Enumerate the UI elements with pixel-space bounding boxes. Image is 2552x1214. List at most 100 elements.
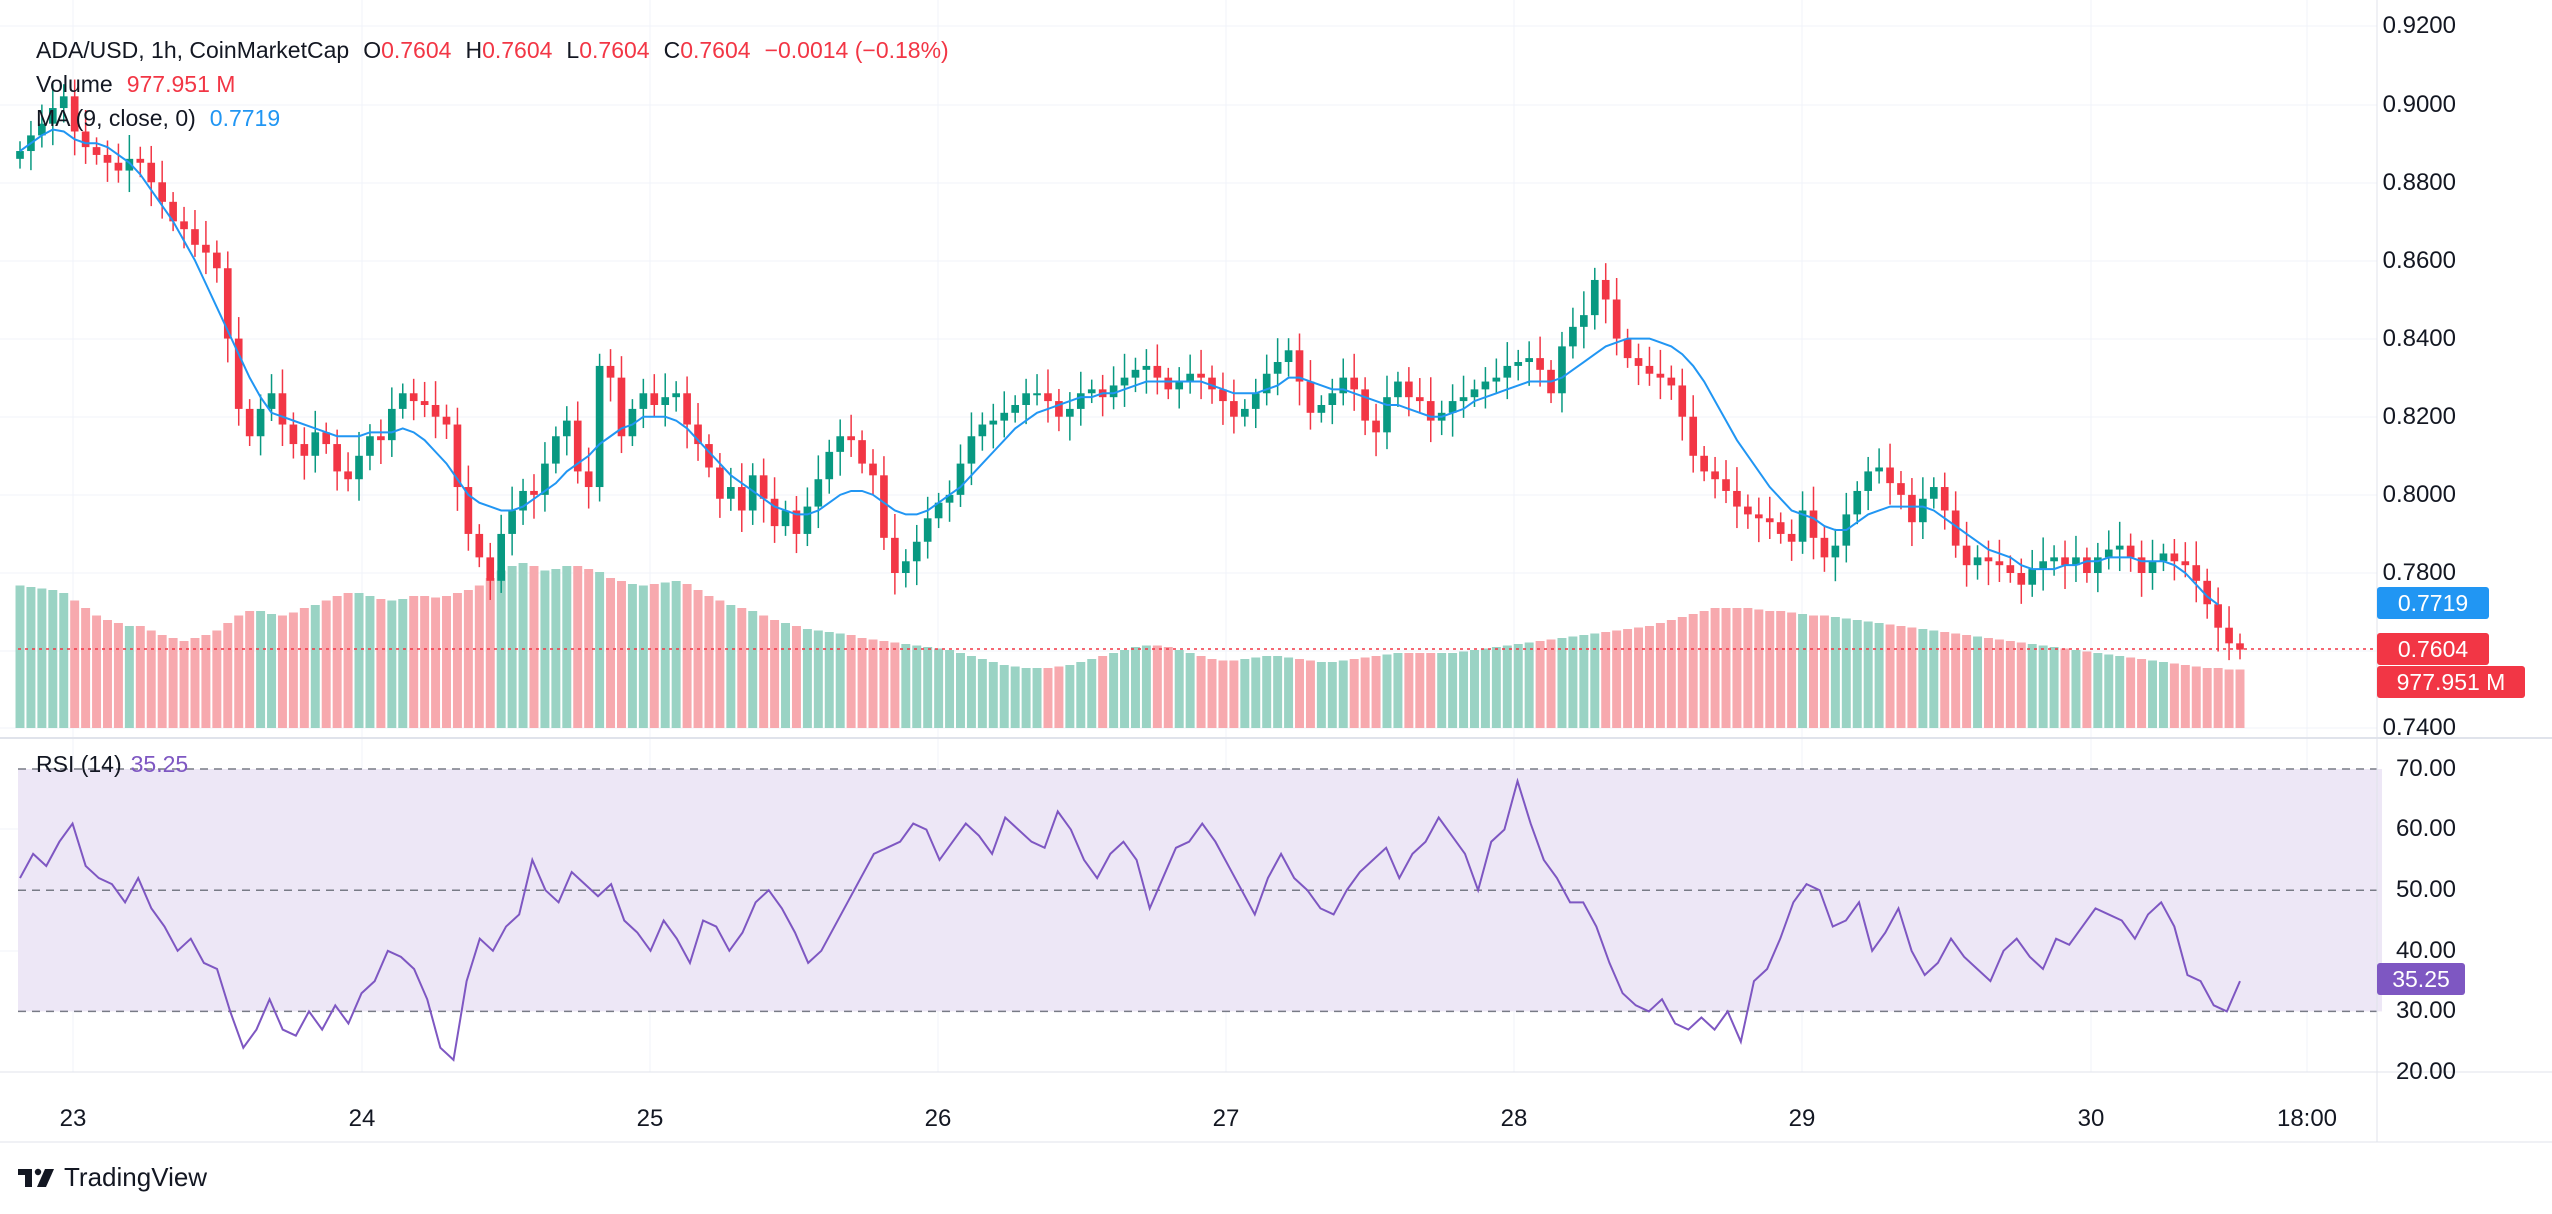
volume-bar [1262, 656, 1272, 728]
volume-bar [2060, 648, 2070, 728]
candle-body [737, 487, 746, 511]
tradingview-logo-text: TradingView [64, 1162, 208, 1192]
candle-body [748, 475, 757, 511]
volume-bar [562, 566, 572, 728]
candle-body [2236, 643, 2244, 650]
volume-bar [48, 590, 58, 728]
candle-body [1131, 369, 1140, 378]
volume-bar [1874, 623, 1884, 728]
candle-body [398, 393, 407, 409]
volume-bar [474, 585, 484, 728]
candle-body [180, 221, 188, 230]
volume-bar [1666, 620, 1676, 728]
volume-bar [606, 578, 616, 728]
volume-bar [791, 626, 801, 728]
candle-body [2115, 545, 2124, 550]
candle-body [2104, 549, 2113, 558]
candle-body [803, 506, 812, 534]
candle-body [2072, 557, 2080, 566]
time-axis-label: 28 [1500, 1105, 1528, 1132]
volume-bar [1787, 612, 1797, 728]
volume-bar [442, 596, 451, 728]
volume-bar [1371, 656, 1381, 728]
volume-bar [299, 608, 309, 728]
volume-bar [1141, 645, 1151, 728]
candle-body [1448, 401, 1457, 413]
candle-body [847, 436, 855, 441]
volume-bar [813, 630, 823, 728]
candle-body [825, 451, 834, 480]
change-value: −0.0014 (−0.18%) [764, 37, 949, 63]
candle-body [2159, 553, 2168, 562]
candle-body [2083, 557, 2091, 573]
volume-bar [37, 588, 47, 728]
price-axis-label: 0.7800 [2382, 559, 2456, 586]
candle-body [1558, 346, 1566, 394]
candle-body [2126, 545, 2135, 558]
volume-bar [1021, 668, 1031, 728]
candle-body [1623, 338, 1632, 359]
candle-body [1929, 487, 1938, 499]
volume-bar [288, 612, 298, 728]
candle-body [1481, 381, 1490, 390]
candle-body [1919, 498, 1927, 523]
volume-bar [1185, 653, 1195, 728]
tradingview-logo[interactable]: TradingView [18, 1162, 207, 1193]
volume-bar [1437, 653, 1447, 728]
candle-body [2225, 627, 2233, 644]
candle-body [267, 393, 276, 409]
candle-body [1733, 490, 1741, 507]
candle-body [1787, 533, 1796, 542]
candle-body [923, 518, 932, 542]
volume-bar [1382, 654, 1392, 728]
volume-bar [901, 644, 911, 728]
candle-body [912, 541, 921, 562]
volume-bar [59, 593, 69, 728]
volume-bar [1043, 668, 1053, 728]
volume-bar [660, 582, 670, 728]
volume-bar [1612, 630, 1622, 728]
candle-body [541, 463, 549, 495]
candle-body [595, 365, 604, 488]
candle-body [1459, 397, 1468, 402]
candle-body [103, 154, 112, 163]
volume-bar [179, 641, 189, 728]
volume-bar [1568, 636, 1578, 728]
candle-body [1153, 365, 1162, 378]
candle-body [1415, 397, 1424, 402]
candle-body [1525, 358, 1533, 363]
volume-bar [2169, 663, 2179, 728]
ma-legend: MA (9, close, 0) 0.7719 [36, 104, 280, 132]
candle-body [377, 436, 385, 441]
rsi-axis-label: 60.00 [2395, 815, 2456, 842]
volume-bar [113, 623, 123, 728]
candle-body [1776, 522, 1785, 534]
volume-bar [726, 605, 736, 728]
candle-body [1251, 393, 1260, 409]
candle-body [1962, 545, 1971, 566]
time-axis-label: 24 [348, 1105, 376, 1132]
candle-body [322, 432, 331, 445]
price-axis-label: 0.7400 [2382, 714, 2456, 741]
volume-bar [376, 599, 386, 728]
volume-bar [2137, 659, 2147, 728]
volume-bar [168, 638, 178, 728]
volume-bar [846, 635, 856, 728]
candle-body [1405, 381, 1413, 398]
close-label: C [663, 37, 681, 63]
volume-bar [704, 596, 714, 728]
candle-body [366, 436, 374, 456]
candle-body [344, 471, 352, 480]
candle-body [1634, 358, 1643, 366]
volume-bar [1240, 659, 1250, 728]
volume-bar [452, 593, 462, 728]
candle-body [81, 131, 90, 148]
volume-bar [2071, 650, 2081, 728]
volume-bar [518, 563, 528, 728]
volume-bar [354, 593, 364, 728]
volume-bar [1032, 668, 1042, 728]
volume-bar [1218, 660, 1228, 728]
candle-body [1273, 362, 1282, 374]
volume-bar [1830, 617, 1840, 728]
